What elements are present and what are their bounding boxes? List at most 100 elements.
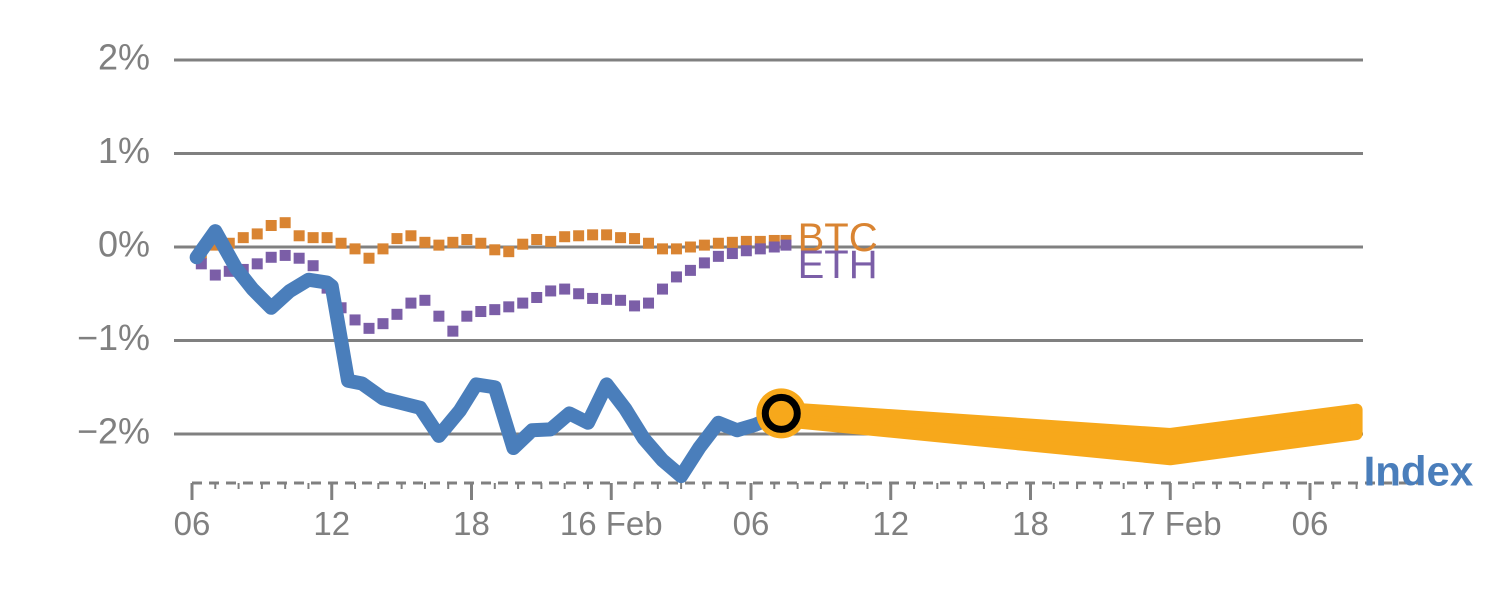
y-tick-label: 2% [98,37,150,78]
x-tick-label: 18 [1012,505,1049,542]
index-line-path [189,224,789,484]
x-axis [190,481,1420,500]
current-point-marker[interactable] [756,388,807,439]
data-point-marker [475,306,487,318]
series-label-eth: ETH [798,243,878,287]
data-point-marker [615,294,627,306]
data-point-marker [461,234,473,246]
data-point-marker [780,239,792,251]
data-point-marker [265,219,277,231]
data-point-marker [447,325,459,337]
data-point-marker [670,271,682,283]
data-point-marker [405,230,417,242]
x-tick-label: 06 [733,505,770,542]
data-point-marker [237,232,249,244]
x-tick-label: 16 Feb [560,505,663,542]
data-point-marker [349,314,361,326]
data-point-marker [223,265,235,277]
data-point-marker [377,318,389,330]
data-point-marker [279,249,291,261]
data-point-marker [601,293,613,305]
data-point-marker [251,228,263,240]
data-point-marker [475,237,487,249]
data-point-marker [391,308,403,320]
data-point-marker [712,250,724,262]
data-point-marker [545,235,557,247]
data-point-marker [601,229,613,241]
x-tick-label: 06 [174,505,211,542]
data-point-marker [517,238,529,250]
data-point-marker [643,297,655,309]
data-point-marker [712,237,724,249]
data-point-marker [698,239,710,251]
series-label-btc: BTC [798,216,878,260]
data-point-marker [419,236,431,248]
data-point-marker [726,236,738,248]
data-point-marker [293,230,305,242]
data-point-marker [321,232,333,244]
data-point-marker [629,300,641,312]
data-point-marker [503,301,515,313]
x-tick-label: 12 [313,505,350,542]
x-tick-label: 18 [453,505,490,542]
data-point-marker [531,291,543,303]
data-point-marker [433,310,445,322]
data-point-marker [363,252,375,264]
series-label-index: Index [1364,447,1474,494]
y-tick-label: −1% [77,317,150,358]
marker-black-ring[interactable] [761,393,801,433]
data-point-marker [740,245,752,257]
x-axis-tick-labels: 06 12 18 16 Feb 06 12 18 17 Feb 06 [174,505,1329,542]
data-point-marker [307,232,319,244]
x-tick-label: 12 [872,505,909,542]
data-point-marker [545,285,557,297]
data-point-marker [489,244,501,256]
data-point-marker [531,234,543,246]
data-point-marker [293,252,305,264]
data-point-marker [335,237,347,249]
data-point-marker [251,258,263,270]
x-tick-label: 06 [1292,505,1329,542]
data-point-marker [587,292,599,304]
data-point-marker [209,269,221,281]
data-point-marker [573,288,585,300]
y-tick-label: 0% [98,224,150,265]
data-point-marker [405,297,417,309]
data-point-marker [754,235,766,247]
data-point-marker [559,231,571,243]
data-point-marker [391,233,403,245]
data-point-marker [377,243,389,255]
y-tick-label: 1% [98,130,150,171]
data-point-marker [559,283,571,295]
x-tick-label: 17 Feb [1119,505,1222,542]
data-point-marker [349,243,361,255]
data-point-marker [768,234,780,246]
data-point-marker [670,243,682,255]
forecast-band-shape [775,401,1363,466]
data-point-marker [615,232,627,244]
data-point-marker [503,246,515,258]
data-point-marker [629,233,641,245]
data-point-marker [433,239,445,251]
data-point-marker [489,304,501,316]
data-point-marker [307,260,319,272]
series-dotted-lines [195,217,792,337]
data-point-marker [656,243,668,255]
data-point-marker [740,235,752,247]
data-point-marker [517,297,529,309]
series-btc-dotted [195,217,792,264]
data-point-marker [195,258,207,270]
data-point-marker [363,322,375,334]
data-point-marker [279,217,291,229]
data-point-marker [754,243,766,255]
data-point-marker [265,251,277,263]
data-point-marker [461,310,473,322]
data-point-marker [698,257,710,269]
data-point-marker [684,241,696,253]
data-point-marker [726,248,738,260]
data-point-marker [684,264,696,276]
series-index-line [189,224,789,484]
